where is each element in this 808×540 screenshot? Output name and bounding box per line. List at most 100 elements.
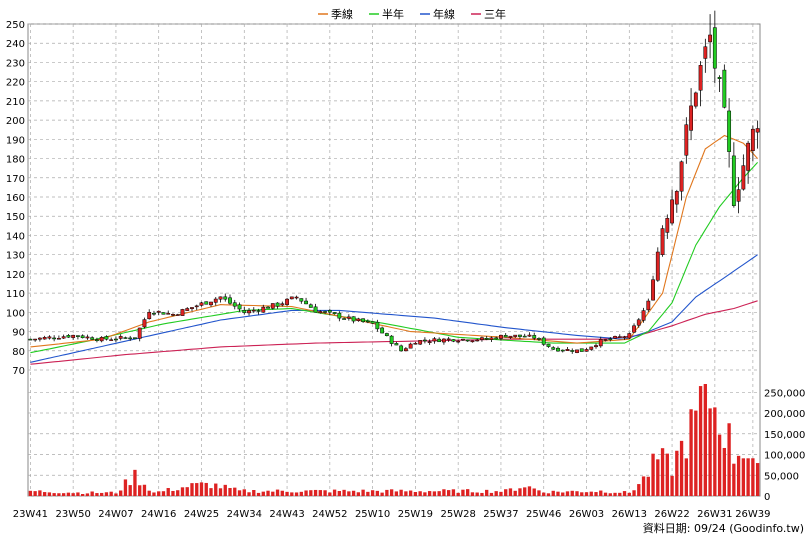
volume-bar xyxy=(413,491,418,496)
volume-bar xyxy=(161,491,166,496)
volume-bar xyxy=(461,489,465,496)
candle-body xyxy=(356,318,361,322)
candle-body xyxy=(403,348,408,352)
candle-body xyxy=(114,338,118,341)
x-tick-label: 26W39 xyxy=(735,509,770,520)
volume-bar xyxy=(570,490,574,496)
volume-bar xyxy=(499,491,503,496)
candle-body xyxy=(499,334,503,339)
volume-bar xyxy=(228,488,232,496)
volume-bar xyxy=(594,492,598,496)
volume-bar xyxy=(675,450,679,496)
price-tick-label: 200 xyxy=(6,116,25,127)
volume-bar xyxy=(123,479,128,496)
candle-body xyxy=(37,337,42,340)
volume-bar xyxy=(442,489,446,496)
volume-bar xyxy=(446,490,451,496)
candle-body xyxy=(99,337,104,342)
volume-bar xyxy=(599,490,603,496)
volume-bar xyxy=(42,492,47,496)
volume-bar xyxy=(214,483,218,496)
volume-bar xyxy=(171,490,175,496)
volume-bar xyxy=(157,491,161,496)
volume-bar xyxy=(694,410,698,496)
candle-body xyxy=(47,336,52,339)
candle-body xyxy=(703,46,708,59)
volume-bar xyxy=(76,492,80,496)
candle-body xyxy=(75,335,80,337)
volume-bar xyxy=(195,483,199,496)
candle-body xyxy=(584,349,589,352)
candle-body xyxy=(161,312,166,315)
volume-bar xyxy=(176,490,180,496)
axes: 70 80 90 100 110 120 130 140 150 160 170 180 190 200 2… xyxy=(6,20,805,520)
volume-bar xyxy=(356,492,361,496)
candle-body xyxy=(665,218,670,233)
candle-body xyxy=(722,69,727,108)
candle-body xyxy=(670,199,674,224)
legend-item: 三年 xyxy=(484,7,506,21)
candle-body xyxy=(346,316,351,319)
volume-bar xyxy=(736,455,741,496)
price-tick-label: 170 xyxy=(6,174,25,185)
candle-body xyxy=(655,251,660,281)
candle-body xyxy=(185,308,190,311)
volume-bar xyxy=(100,492,104,496)
volume-bar xyxy=(399,489,403,496)
candle-body xyxy=(66,335,71,338)
volume-bar xyxy=(698,386,703,496)
volume-bar xyxy=(580,492,584,496)
candle-body xyxy=(641,310,646,321)
candle-body xyxy=(627,333,632,339)
candle-body xyxy=(613,336,617,339)
candle-body xyxy=(33,338,38,341)
candle-body xyxy=(679,161,684,192)
candle-body xyxy=(746,142,751,171)
price-tick-label: 120 xyxy=(6,270,25,281)
volume-bar xyxy=(523,487,527,496)
price-tick-label: 150 xyxy=(6,212,25,223)
candle-body xyxy=(175,314,180,316)
candle-body xyxy=(513,334,518,337)
candle-body xyxy=(256,310,261,312)
volume-tick-label: 150,000 xyxy=(764,430,805,441)
candle-body xyxy=(608,338,613,340)
volume-bar xyxy=(404,491,408,496)
volume-bar xyxy=(275,489,280,496)
volume-bar xyxy=(347,491,351,496)
volume-bars xyxy=(28,384,760,496)
legend-item: 年線 xyxy=(433,7,455,21)
price-tick-label: 220 xyxy=(6,78,25,89)
volume-bar xyxy=(95,493,99,496)
volume-bar xyxy=(427,491,432,496)
candle-body xyxy=(104,336,109,340)
candle-body xyxy=(598,339,603,347)
candle-body xyxy=(456,340,461,343)
volume-tick-label: 50,000 xyxy=(764,471,799,482)
candle-body xyxy=(461,338,465,341)
ma-quarter-line xyxy=(30,134,759,348)
volume-bar xyxy=(485,489,489,496)
candle-body xyxy=(232,302,237,307)
candle-body xyxy=(755,128,760,133)
candle-body xyxy=(560,349,565,352)
volume-bar xyxy=(209,488,213,496)
candle-body xyxy=(660,228,665,255)
candle-body xyxy=(275,302,280,307)
source-label: 資料日期: 09/24 (Goodinfo.tw) xyxy=(643,521,804,535)
volume-bar xyxy=(147,490,151,496)
candle-body xyxy=(408,343,413,349)
candle-body xyxy=(289,296,294,300)
chart-grid xyxy=(27,23,761,497)
volume-bar xyxy=(204,482,208,496)
candle-body xyxy=(712,27,717,69)
price-tick-label: 90 xyxy=(12,328,25,339)
candle-body xyxy=(537,338,541,340)
candle-body xyxy=(636,319,641,326)
candle-body xyxy=(190,307,194,309)
candle-body xyxy=(594,345,598,348)
volume-bar xyxy=(233,487,237,496)
volume-bar xyxy=(256,492,261,496)
x-tick-label: 25W37 xyxy=(483,509,518,520)
volume-bar xyxy=(271,491,275,496)
